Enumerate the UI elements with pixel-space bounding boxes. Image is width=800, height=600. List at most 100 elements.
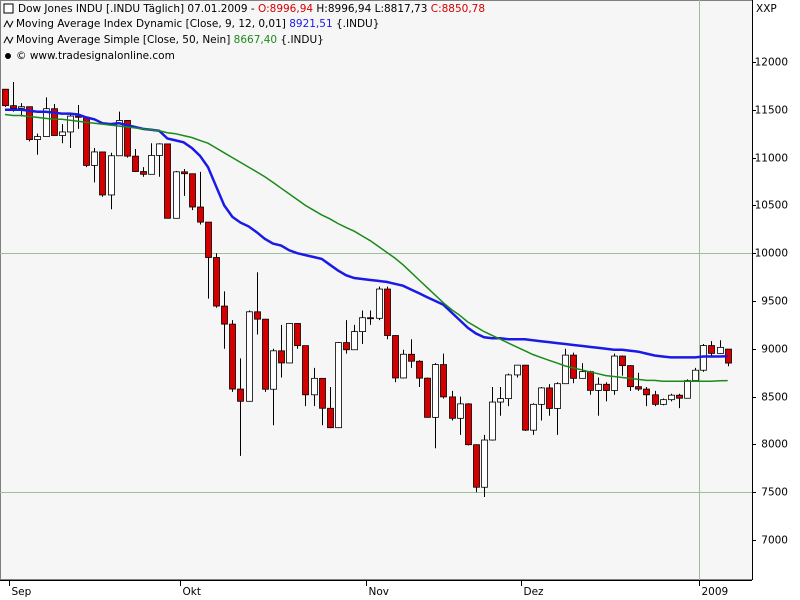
candle-body: [595, 383, 602, 391]
candle-body: [270, 350, 277, 390]
candle-body: [205, 221, 212, 258]
candle-body: [132, 155, 139, 172]
candle-body: [262, 318, 269, 390]
candle-body: [489, 401, 496, 441]
candle-body: [635, 386, 642, 390]
candle-body: [327, 407, 334, 429]
candle-body: [213, 257, 220, 307]
x-tick-label: Sep: [12, 586, 32, 598]
candle-body: [156, 143, 163, 156]
y-tick-label: 12000: [755, 57, 788, 69]
candle-body: [34, 136, 41, 140]
candle-body: [286, 323, 293, 364]
legend: Dow Jones INDU [.INDU Täglich] 07.01.200…: [3, 3, 485, 62]
candle-body: [173, 171, 180, 219]
legend-entry: Moving Average Index Dynamic [Close, 9, …: [16, 18, 379, 30]
candle-body: [668, 394, 675, 401]
candle-body: [343, 342, 350, 351]
candle-body: [505, 374, 512, 400]
source-icon: [5, 53, 11, 59]
series-last: 8921,51: [289, 18, 332, 30]
y-tick-label: 7500: [761, 487, 788, 499]
candle-body: [579, 371, 586, 379]
candle-body: [116, 120, 123, 157]
candle-body: [148, 155, 155, 175]
candle-body: [18, 106, 25, 109]
y-tick-label: 10500: [755, 200, 788, 212]
candle-body: [481, 439, 488, 488]
series-name: Moving Average Simple [Close, 50, Nein]: [16, 34, 230, 46]
candle-body: [302, 345, 309, 396]
candle-body: [465, 403, 472, 446]
source: © www.tradesignalonline.com: [16, 50, 175, 62]
candle-body: [351, 331, 358, 351]
x-tick-label: 2009: [702, 586, 729, 598]
candle-body: [708, 345, 715, 354]
candle-body: [278, 350, 285, 364]
ohlc-label: O:8996,94: [258, 3, 313, 15]
candle-body: [108, 155, 115, 196]
y-tick-label: 7000: [761, 535, 788, 547]
legend-entry: Moving Average Simple [Close, 50, Nein] …: [16, 34, 324, 46]
candle-body: [457, 403, 464, 419]
candle-body: [83, 116, 90, 166]
candle-body: [603, 383, 610, 391]
legend-icon: [3, 35, 14, 45]
ohlc-label: C:8850,78: [431, 3, 485, 15]
candle-body: [294, 323, 301, 347]
y-tick-label: 11000: [755, 153, 788, 165]
x-tick-label: Nov: [369, 586, 390, 598]
candle-body: [67, 115, 74, 133]
candle-body: [652, 394, 659, 405]
candle-body: [26, 106, 33, 140]
candle-body: [140, 171, 147, 175]
candle-body: [449, 396, 456, 419]
ohlc-label: H:8996,94 L:8817,73: [316, 3, 427, 15]
candle-body: [319, 377, 326, 409]
ma-line: [5, 108, 728, 359]
corner-label: XXP: [756, 3, 777, 15]
y-tick-label: 9000: [761, 344, 788, 356]
legend-icon: [3, 3, 14, 14]
candle-body: [611, 355, 618, 391]
candle-body: [359, 317, 366, 332]
series-name: Moving Average Index Dynamic [Close, 9, …: [16, 18, 286, 30]
candle-body: [164, 143, 171, 219]
candle-body: [59, 131, 66, 136]
y-tick-label: 8000: [761, 439, 788, 451]
candle-body: [432, 364, 439, 418]
series-symbol: {.INDU}: [336, 18, 379, 30]
series-symbol: {.INDU}: [280, 34, 323, 46]
candle-body: [99, 151, 106, 196]
candle-body: [10, 105, 17, 109]
candle-body: [181, 171, 188, 175]
candle-body: [627, 365, 634, 388]
candle-body: [376, 288, 383, 319]
candle-body: [254, 311, 261, 320]
candle-body: [189, 173, 196, 208]
candle-body: [367, 317, 374, 320]
candle-body: [530, 403, 537, 431]
candle-body: [562, 354, 569, 385]
candle-body: [546, 387, 553, 409]
title: Dow Jones INDU [.INDU Täglich] 07.01.200…: [18, 3, 255, 15]
candle-body: [229, 323, 236, 390]
candle-body: [497, 398, 504, 403]
legend-icon: [3, 19, 14, 29]
candle-body: [197, 206, 204, 223]
x-tick-label: Okt: [183, 586, 201, 598]
y-tick-label: 11500: [755, 105, 788, 117]
series-last: 8667,40: [234, 34, 277, 46]
candle-body: [416, 360, 423, 379]
candle-body: [124, 120, 131, 157]
candle-body: [335, 342, 342, 429]
candle-body: [237, 388, 244, 402]
candle-body: [587, 371, 594, 391]
candle-body: [538, 387, 545, 405]
candle-body: [717, 346, 724, 354]
candle-body: [522, 364, 529, 431]
candle-body: [643, 388, 650, 396]
y-tick-label: 10000: [755, 248, 788, 260]
candle-body: [2, 88, 9, 107]
